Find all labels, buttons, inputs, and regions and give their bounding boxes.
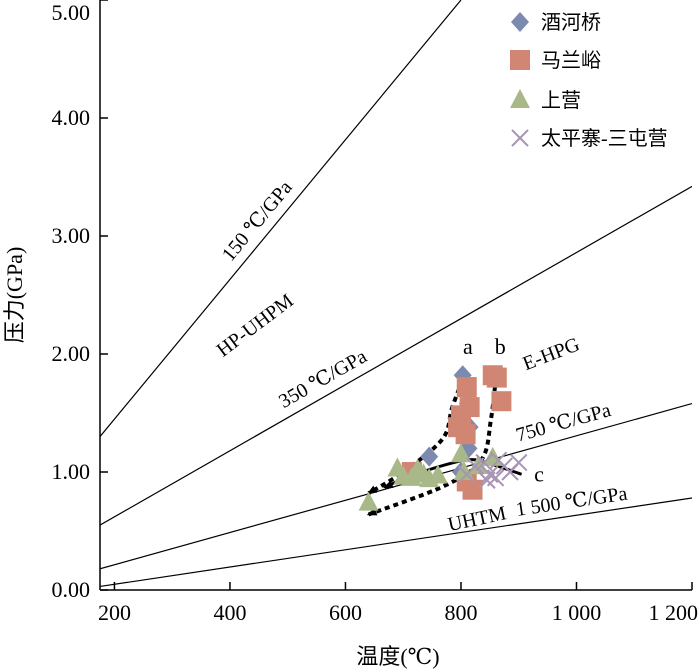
legend-item-1: 酒河桥 xyxy=(511,11,601,34)
data-point-s4-8 xyxy=(510,453,528,472)
y-tick-label-2: 1.00 xyxy=(52,459,91,484)
y-tick-label-1: 0.00 xyxy=(52,577,91,602)
x-tick-label-5: 1 000 xyxy=(552,600,602,625)
legend-label-2: 马兰峪 xyxy=(541,49,601,72)
pt-path-a xyxy=(366,370,468,495)
data-point-s2-4 xyxy=(456,377,477,398)
legend-marker-4 xyxy=(511,129,529,147)
legend-marker-3 xyxy=(510,89,530,108)
data-point-s3-7 xyxy=(427,464,448,484)
gradient-label-4: 1 500 ℃/GPa xyxy=(514,483,629,521)
data-point-s3-8 xyxy=(450,443,471,463)
y-axis-title: 压力(GPa) xyxy=(2,247,27,344)
data-point-s2-8 xyxy=(455,424,476,445)
data-point-s4-3 xyxy=(475,453,493,472)
gradient-line-3 xyxy=(100,402,692,570)
data-point-s2-11 xyxy=(462,479,483,500)
gradient-label-2: 350 ℃/GPa xyxy=(275,345,371,413)
field-label-1: HP-UHPM xyxy=(213,290,298,362)
legend-label-4: 太平寨-三屯营 xyxy=(541,127,668,150)
data-point-s1-6 xyxy=(420,446,439,467)
y-tick-label-5: 4.00 xyxy=(52,105,91,130)
gradient-line-1 xyxy=(100,0,462,437)
x-tick-label-4: 800 xyxy=(444,600,477,625)
x-axis-title: 温度(℃) xyxy=(356,644,439,669)
x-tick-label-1: 200 xyxy=(98,600,131,625)
pt-path-label-b: b xyxy=(495,334,506,359)
x-tick-label-6: 1 200 xyxy=(649,600,699,625)
legend-label-3: 上营 xyxy=(541,89,581,112)
data-point-s4-2 xyxy=(466,457,485,475)
data-point-s2-2 xyxy=(486,367,507,388)
x-tick-label-3: 600 xyxy=(329,600,362,625)
data-point-s3-12 xyxy=(358,491,379,511)
field-label-2: E-HPG xyxy=(520,333,583,375)
y-tick-label-4: 3.00 xyxy=(52,223,91,248)
gradient-line-2 xyxy=(100,185,692,526)
legend-label-1: 酒河桥 xyxy=(541,11,601,34)
data-point-s2-3 xyxy=(491,391,512,412)
y-tick-label-3: 2.00 xyxy=(52,341,91,366)
gradient-label-1: 150 ℃/GPa xyxy=(218,177,297,266)
pt-path-label-c: c xyxy=(534,461,544,486)
pt-path-label-a: a xyxy=(463,334,473,359)
field-label-3: UHTM xyxy=(446,502,508,536)
data-point-s4-10 xyxy=(486,469,505,487)
x-tick-label-2: 400 xyxy=(213,600,246,625)
legend-item-4: 太平寨-三屯营 xyxy=(511,127,668,150)
legend-item-2: 马兰峪 xyxy=(510,49,601,72)
legend-item-3: 上营 xyxy=(510,89,581,112)
legend-marker-1 xyxy=(511,12,529,32)
legend-marker-2 xyxy=(510,50,530,70)
gradient-line-4 xyxy=(100,497,692,588)
y-tick-label-6: 5.00 xyxy=(52,0,91,25)
